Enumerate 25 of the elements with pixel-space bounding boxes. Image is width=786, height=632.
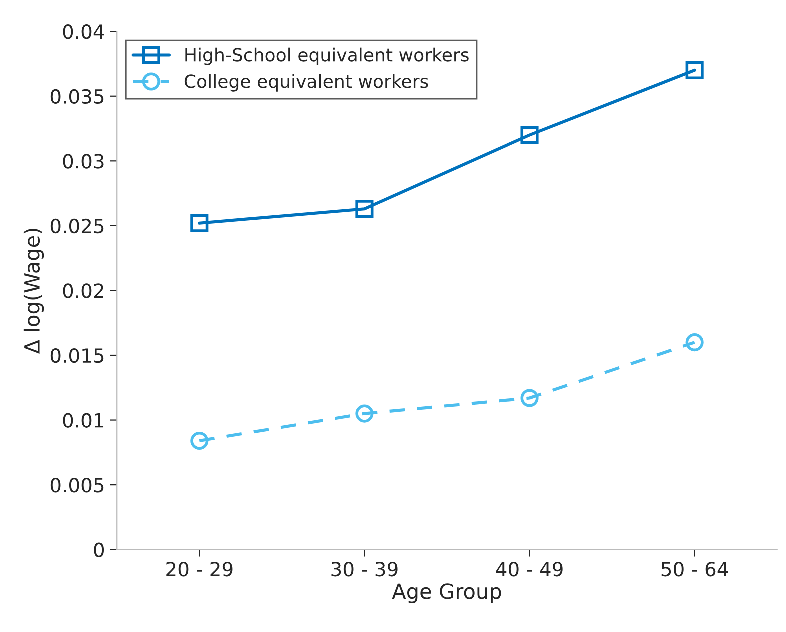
y-tick-label: 0.015 [50, 348, 104, 364]
y-axis-title: Δ log(Wage) [24, 229, 44, 354]
point [190, 214, 209, 232]
y-tick-label: 0.03 [63, 154, 104, 169]
x-tick-label: 40 - 49 [496, 562, 563, 577]
y-tick-label: 0.035 [50, 89, 104, 104]
x-tick-label: 30 - 39 [332, 562, 398, 577]
x-tick-label: 50 - 64 [662, 562, 728, 577]
y-tick-label: 0.02 [63, 284, 104, 298]
point [356, 200, 374, 218]
y-tick-label: 0 [94, 542, 104, 558]
point [356, 404, 374, 423]
legend-label: College equivalent workers [184, 74, 428, 92]
point [686, 334, 704, 352]
point [686, 61, 704, 80]
y-tick-label: 0.04 [63, 24, 104, 40]
point [520, 389, 539, 408]
y-tick-label: 0.025 [50, 218, 104, 234]
y-tick-label: 0.005 [50, 478, 104, 493]
x-axis-title: Age Group [392, 584, 502, 604]
legend-label: High-School equivalent workers [186, 48, 469, 66]
point [190, 432, 209, 450]
x-tick-label: 20 - 29 [166, 562, 233, 577]
point [520, 126, 539, 144]
y-tick-label: 0.01 [63, 413, 104, 428]
